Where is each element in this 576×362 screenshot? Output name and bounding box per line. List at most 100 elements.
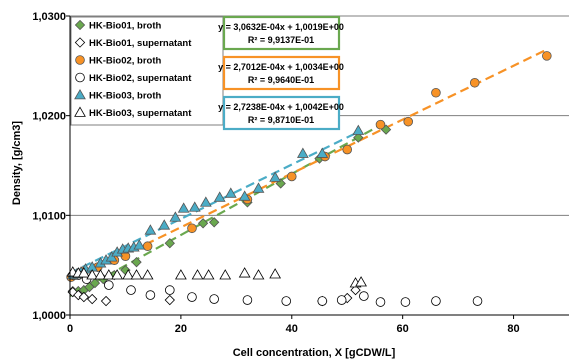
data-point	[296, 147, 309, 158]
data-point	[133, 239, 146, 250]
data-point	[141, 269, 154, 280]
data-point	[342, 144, 353, 155]
legend-box	[70, 16, 224, 126]
legend-label: HK-Bio02, broth	[89, 56, 162, 67]
data-point	[359, 291, 369, 301]
data-point	[224, 187, 237, 198]
data-point	[73, 289, 84, 301]
data-point	[164, 294, 175, 306]
data-point	[89, 277, 101, 289]
data-point	[542, 51, 552, 61]
data-point	[269, 171, 282, 182]
data-point	[187, 223, 197, 234]
legend-marker	[75, 72, 85, 83]
data-point	[94, 269, 107, 280]
x-tick-label: 0	[67, 323, 73, 335]
x-tick-label: 60	[397, 323, 409, 335]
data-point	[165, 285, 175, 295]
legend-marker	[74, 88, 86, 100]
data-point	[86, 269, 99, 280]
data-point	[400, 297, 411, 307]
data-point	[403, 116, 414, 127]
data-point	[275, 178, 286, 189]
legend-label: HK-Bio03, broth	[89, 91, 162, 102]
data-point	[199, 196, 212, 207]
trendline	[69, 121, 387, 298]
legend-label: HK-Bio02, supernatant	[89, 73, 192, 84]
y-tick-label: 1,0200	[32, 111, 66, 123]
legend-marker	[74, 19, 86, 31]
data-point	[269, 268, 282, 279]
data-point	[431, 296, 441, 306]
data-point	[177, 202, 190, 213]
data-point	[213, 191, 226, 202]
data-point	[281, 296, 292, 306]
legend-marker	[74, 106, 86, 117]
legend: HK-Bio01, broth HK-Bio01, supernatant HK-B…	[70, 16, 224, 126]
legend-label: HK-Bio03, supernatant	[89, 108, 192, 119]
data-point	[469, 77, 480, 88]
data-point	[131, 257, 142, 268]
x-tick-label: 40	[286, 323, 298, 335]
data-point	[144, 224, 157, 235]
equation-box	[222, 15, 341, 51]
legend-label: HK-Bio01, supernatant	[89, 38, 192, 49]
data-point	[238, 190, 251, 201]
data-point	[78, 291, 90, 303]
data-point	[375, 119, 386, 130]
trendline-r2: R² = 9,8710E-01	[248, 115, 314, 125]
y-tick-label: 1,0100	[32, 210, 66, 222]
x-tick-labels: 0 20 40 60 80	[67, 323, 520, 335]
data-point	[169, 211, 182, 222]
legend-marker	[75, 55, 85, 65]
data-point	[431, 87, 441, 98]
legend-marker	[74, 37, 86, 48]
data-point	[111, 269, 124, 280]
data-point	[219, 269, 232, 280]
data-point	[158, 219, 171, 230]
trendline-r2: R² = 9,9640E-01	[248, 75, 314, 85]
trendline-equation: y = 2,7238E-04x + 1,0042E+00	[218, 102, 344, 112]
data-point	[252, 182, 265, 193]
data-point	[77, 267, 90, 278]
x-axis-title: Cell concentration, X [gCDW/L]	[233, 347, 396, 359]
data-point	[238, 267, 251, 278]
data-point	[350, 284, 361, 296]
y-axis-title: Density, [g/cm3]	[11, 121, 23, 205]
trendline	[69, 130, 359, 275]
data-point	[202, 269, 215, 280]
data-point	[197, 218, 209, 229]
data-point	[104, 280, 114, 290]
data-point	[188, 201, 201, 212]
trendline-equation: y = 3,0632E-04x + 1,0019E+00	[218, 22, 344, 32]
data-point	[352, 124, 365, 135]
data-points	[66, 51, 552, 307]
x-tick-label: 80	[507, 323, 519, 335]
data-point	[375, 297, 386, 307]
y-tick-label: 1,0300	[32, 11, 66, 23]
data-point	[187, 292, 197, 302]
equation-box	[222, 55, 341, 91]
data-point	[242, 295, 253, 305]
data-point	[191, 269, 204, 280]
data-point	[145, 290, 156, 300]
data-point	[252, 269, 265, 280]
y-tick-labels: 1,0000 1,0100 1,0200 1,0300	[32, 11, 66, 322]
data-point	[472, 296, 483, 306]
equation-box	[222, 95, 341, 131]
trendline-equation: y = 2,7012E-04x + 1,0034E+00	[218, 62, 344, 72]
legend-label: HK-Bio01, broth	[89, 21, 162, 32]
y-tick-label: 1,0000	[32, 310, 66, 322]
trendline-r2: R² = 9,9137E-01	[248, 35, 314, 45]
data-point	[164, 238, 175, 249]
x-tick-label: 20	[175, 323, 187, 335]
data-point	[87, 293, 98, 305]
data-point	[102, 269, 115, 280]
data-point	[286, 171, 297, 182]
data-point	[353, 132, 364, 143]
data-point	[209, 294, 219, 304]
data-point	[100, 295, 112, 307]
data-point	[208, 217, 220, 228]
data-point	[316, 147, 329, 158]
